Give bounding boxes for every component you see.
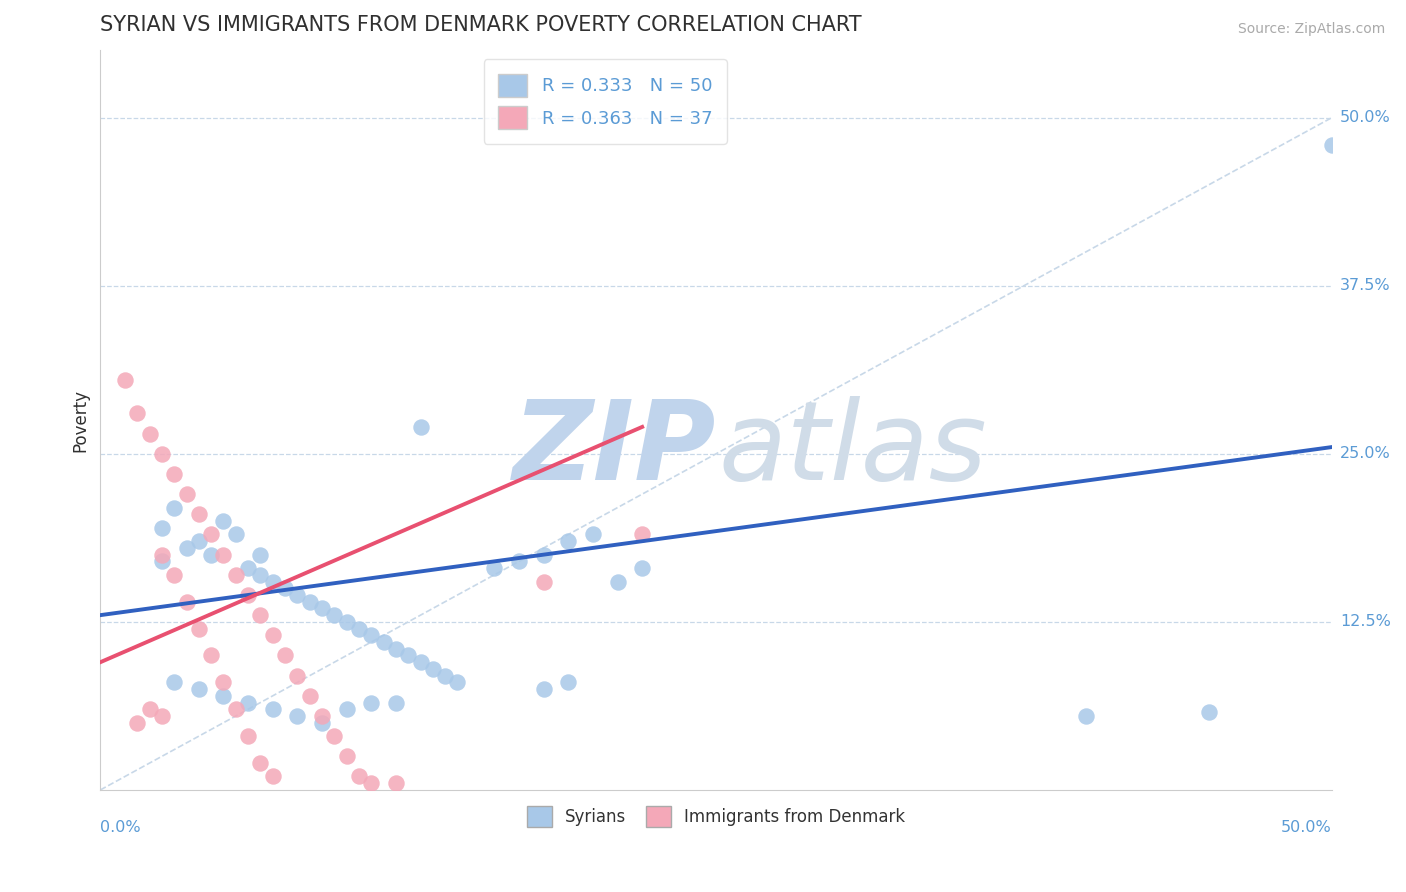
Text: 12.5%: 12.5%: [1340, 615, 1391, 630]
Point: [484, 561, 506, 575]
Point: [409, 655, 432, 669]
Point: [396, 648, 419, 663]
Point: [138, 702, 160, 716]
Point: [200, 527, 222, 541]
Point: [200, 548, 222, 562]
Text: 37.5%: 37.5%: [1340, 278, 1391, 293]
Point: [287, 668, 309, 682]
Point: [114, 373, 136, 387]
Point: [225, 567, 247, 582]
Point: [508, 554, 530, 568]
Point: [187, 508, 209, 522]
Point: [163, 500, 186, 515]
Point: [1198, 705, 1220, 719]
Point: [298, 595, 321, 609]
Point: [150, 447, 173, 461]
Point: [150, 709, 173, 723]
Point: [409, 420, 432, 434]
Point: [631, 527, 654, 541]
Point: [187, 622, 209, 636]
Point: [163, 675, 186, 690]
Point: [163, 567, 186, 582]
Point: [225, 702, 247, 716]
Point: [311, 715, 333, 730]
Point: [533, 574, 555, 589]
Text: ZIP: ZIP: [513, 396, 716, 503]
Point: [323, 729, 346, 743]
Point: [212, 514, 235, 528]
Point: [446, 675, 468, 690]
Point: [606, 574, 628, 589]
Point: [360, 776, 382, 790]
Point: [385, 696, 408, 710]
Point: [212, 675, 235, 690]
Point: [262, 574, 284, 589]
Point: [422, 662, 444, 676]
Point: [533, 682, 555, 697]
Point: [138, 426, 160, 441]
Point: [225, 527, 247, 541]
Point: [249, 567, 271, 582]
Point: [236, 561, 259, 575]
Point: [163, 467, 186, 481]
Text: atlas: atlas: [718, 396, 987, 503]
Point: [336, 615, 359, 629]
Point: [200, 648, 222, 663]
Point: [187, 682, 209, 697]
Point: [298, 689, 321, 703]
Point: [274, 648, 297, 663]
Text: Source: ZipAtlas.com: Source: ZipAtlas.com: [1237, 22, 1385, 37]
Point: [150, 554, 173, 568]
Point: [262, 769, 284, 783]
Point: [360, 696, 382, 710]
Point: [127, 715, 149, 730]
Point: [262, 628, 284, 642]
Point: [385, 641, 408, 656]
Point: [236, 588, 259, 602]
Point: [582, 527, 605, 541]
Point: [631, 561, 654, 575]
Point: [347, 769, 370, 783]
Point: [127, 407, 149, 421]
Point: [236, 696, 259, 710]
Point: [176, 541, 198, 555]
Point: [150, 548, 173, 562]
Point: [533, 548, 555, 562]
Point: [212, 689, 235, 703]
Text: 50.0%: 50.0%: [1281, 820, 1331, 835]
Point: [336, 749, 359, 764]
Point: [557, 675, 579, 690]
Point: [287, 709, 309, 723]
Point: [434, 668, 457, 682]
Point: [187, 534, 209, 549]
Point: [249, 756, 271, 770]
Point: [323, 608, 346, 623]
Point: [373, 635, 395, 649]
Point: [262, 702, 284, 716]
Text: SYRIAN VS IMMIGRANTS FROM DENMARK POVERTY CORRELATION CHART: SYRIAN VS IMMIGRANTS FROM DENMARK POVERT…: [100, 15, 862, 35]
Point: [1074, 709, 1097, 723]
Point: [176, 487, 198, 501]
Point: [385, 776, 408, 790]
Point: [176, 595, 198, 609]
Point: [311, 709, 333, 723]
Point: [236, 729, 259, 743]
Point: [249, 548, 271, 562]
Point: [557, 534, 579, 549]
Y-axis label: Poverty: Poverty: [72, 389, 89, 451]
Point: [1320, 137, 1343, 152]
Point: [336, 702, 359, 716]
Point: [311, 601, 333, 615]
Point: [150, 521, 173, 535]
Text: 0.0%: 0.0%: [100, 820, 141, 835]
Text: 50.0%: 50.0%: [1340, 111, 1391, 125]
Point: [360, 628, 382, 642]
Point: [274, 581, 297, 595]
Text: 25.0%: 25.0%: [1340, 446, 1391, 461]
Point: [249, 608, 271, 623]
Point: [287, 588, 309, 602]
Point: [212, 548, 235, 562]
Legend: Syrians, Immigrants from Denmark: Syrians, Immigrants from Denmark: [520, 800, 912, 833]
Point: [347, 622, 370, 636]
